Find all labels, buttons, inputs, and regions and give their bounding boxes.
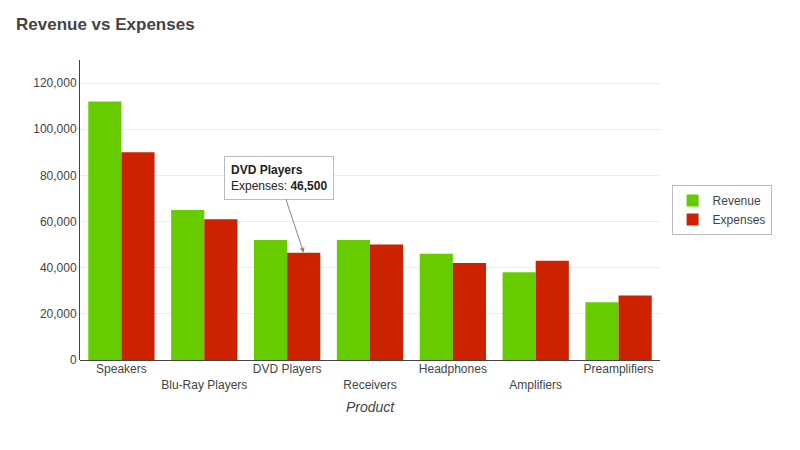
svg-text:20,000: 20,000 xyxy=(40,307,77,321)
svg-text:DVD Players: DVD Players xyxy=(253,362,322,376)
svg-text:Expenses: Expenses xyxy=(713,213,766,227)
svg-text:120,000: 120,000 xyxy=(33,76,77,90)
svg-text:DVD PlayersExpenses: 46,500: DVD PlayersExpenses: 46,500 xyxy=(231,163,327,193)
svg-text:Amplifiers: Amplifiers xyxy=(509,378,562,392)
svg-text:Preamplifiers: Preamplifiers xyxy=(584,362,654,376)
svg-text:0: 0 xyxy=(70,353,77,367)
svg-text:Receivers: Receivers xyxy=(343,378,396,392)
svg-text:Revenue vs Expenses: Revenue vs Expenses xyxy=(16,15,195,34)
svg-text:Revenue: Revenue xyxy=(713,194,761,208)
svg-text:100,000: 100,000 xyxy=(33,122,77,136)
svg-text:80,000: 80,000 xyxy=(40,169,77,183)
svg-text:Blu-Ray Players: Blu-Ray Players xyxy=(161,378,247,392)
svg-text:60,000: 60,000 xyxy=(40,215,77,229)
svg-text:40,000: 40,000 xyxy=(40,261,77,275)
svg-text:Speakers: Speakers xyxy=(96,362,147,376)
svg-text:Product: Product xyxy=(346,399,395,415)
svg-text:Headphones: Headphones xyxy=(419,362,487,376)
